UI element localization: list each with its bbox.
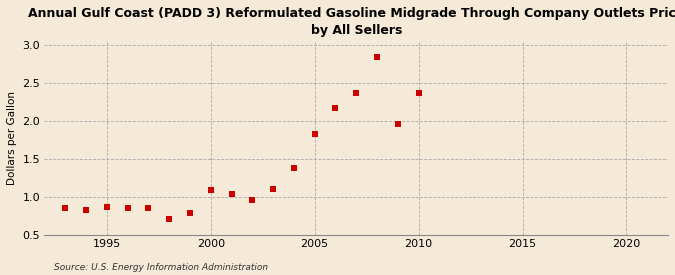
Point — [101, 204, 112, 209]
Point — [330, 106, 341, 110]
Point — [309, 131, 320, 136]
Point — [268, 187, 279, 191]
Point — [288, 166, 299, 170]
Point — [351, 90, 362, 95]
Point — [60, 205, 71, 210]
Point — [205, 188, 216, 192]
Point — [80, 207, 91, 212]
Point — [184, 211, 195, 216]
Point — [122, 205, 133, 210]
Point — [247, 197, 258, 202]
Point — [392, 122, 403, 127]
Point — [372, 55, 383, 59]
Title: Annual Gulf Coast (PADD 3) Reformulated Gasoline Midgrade Through Company Outlet: Annual Gulf Coast (PADD 3) Reformulated … — [28, 7, 675, 37]
Point — [413, 91, 424, 95]
Text: Source: U.S. Energy Information Administration: Source: U.S. Energy Information Administ… — [54, 263, 268, 272]
Point — [143, 205, 154, 210]
Point — [164, 217, 175, 222]
Y-axis label: Dollars per Gallon: Dollars per Gallon — [7, 91, 17, 185]
Point — [226, 192, 237, 197]
